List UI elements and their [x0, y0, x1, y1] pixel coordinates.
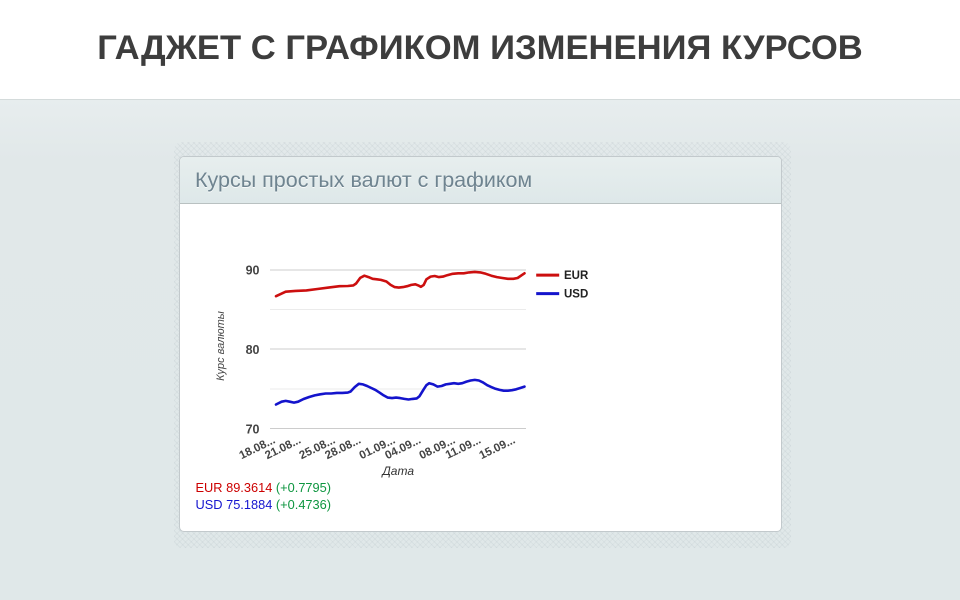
- svg-text:70: 70: [246, 422, 260, 436]
- svg-text:90: 90: [246, 264, 260, 278]
- svg-text:80: 80: [246, 343, 260, 357]
- svg-text:EUR: EUR: [564, 270, 589, 282]
- svg-text:Курс валюты: Курс валюты: [215, 311, 227, 381]
- svg-text:15.09...: 15.09...: [478, 434, 518, 462]
- svg-text:Дата: Дата: [380, 464, 414, 478]
- svg-text:USD: USD: [564, 288, 588, 300]
